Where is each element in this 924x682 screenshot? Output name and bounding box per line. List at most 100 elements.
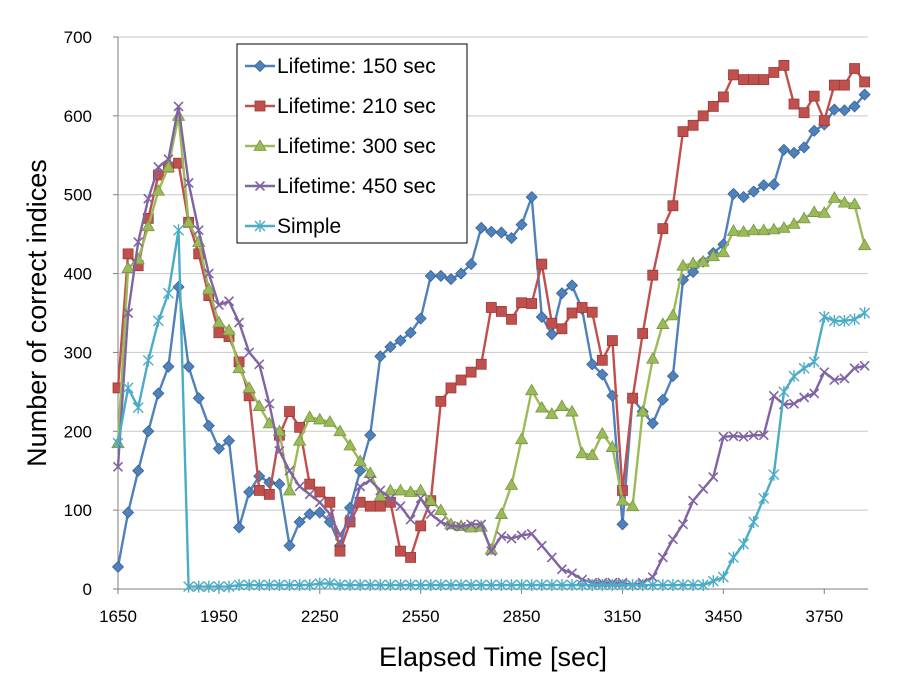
data-point — [435, 516, 446, 528]
data-point — [152, 314, 164, 327]
square-marker-shape — [546, 317, 558, 329]
y-tick-label: 100 — [64, 501, 92, 520]
square-marker-shape — [778, 59, 790, 71]
data-point — [222, 434, 236, 447]
square-marker-shape — [284, 406, 295, 417]
square-marker-shape — [697, 110, 709, 122]
legend-item: Lifetime: 450 sec — [245, 175, 436, 198]
data-point — [748, 430, 759, 441]
data-point — [757, 179, 770, 192]
data-point — [646, 351, 660, 364]
square-marker-shape — [657, 223, 669, 235]
data-point — [798, 362, 810, 375]
diamond-marker-shape — [495, 226, 508, 239]
diamond-marker-shape — [162, 360, 175, 373]
x-marker-stroke — [516, 530, 527, 541]
triangle-marker-shape — [787, 217, 801, 229]
data-point — [647, 579, 659, 592]
triangle-marker-shape — [656, 317, 670, 329]
data-point — [768, 390, 779, 401]
data-point — [485, 225, 498, 238]
data-point — [625, 499, 640, 512]
data-point — [718, 431, 729, 442]
data-point — [798, 141, 811, 154]
x-marker-stroke — [445, 520, 457, 531]
data-point — [667, 200, 679, 212]
diamond-marker-shape — [565, 279, 579, 292]
legend-item: Simple — [245, 215, 341, 238]
data-point — [656, 393, 669, 406]
diamond-marker-shape — [646, 417, 659, 430]
square-marker-shape — [687, 119, 699, 131]
data-point — [445, 520, 457, 531]
square-marker-shape — [596, 354, 608, 366]
triangle-marker-shape — [767, 222, 781, 235]
x-marker-stroke — [758, 430, 769, 441]
data-point — [304, 579, 316, 592]
data-point — [435, 395, 447, 407]
square-marker-shape — [738, 74, 749, 85]
x-marker-stroke — [203, 268, 214, 279]
data-point — [213, 327, 225, 339]
triangle-marker-shape — [817, 206, 831, 218]
data-point — [223, 580, 235, 593]
data-point — [466, 519, 477, 530]
x-marker-stroke — [819, 367, 830, 378]
y-tick-label: 700 — [64, 28, 92, 47]
data-point — [292, 433, 307, 446]
x-marker-stroke — [395, 501, 406, 512]
data-point — [122, 248, 134, 260]
triangle-marker-shape — [605, 440, 620, 452]
data-point — [516, 530, 527, 541]
data-point — [193, 225, 204, 236]
triangle-marker-shape — [202, 282, 216, 295]
x-marker-stroke — [112, 461, 124, 472]
triangle-marker-shape — [292, 433, 307, 446]
square-marker-shape — [435, 395, 447, 407]
x-marker-stroke — [546, 552, 557, 563]
data-point — [738, 74, 749, 85]
x-marker-stroke — [536, 540, 547, 551]
x-marker-stroke — [768, 390, 779, 401]
data-point — [364, 500, 376, 512]
data-point — [132, 464, 145, 477]
data-point — [777, 143, 790, 156]
data-point — [566, 307, 578, 319]
data-point — [839, 373, 850, 384]
data-point — [202, 419, 215, 432]
data-point — [222, 323, 236, 336]
data-point — [677, 519, 689, 530]
data-point — [687, 579, 699, 592]
diamond-marker-shape — [525, 191, 538, 204]
data-point — [615, 493, 630, 506]
data-point — [314, 577, 326, 590]
data-point — [748, 74, 760, 85]
triangle-marker-shape — [373, 489, 388, 501]
data-point — [434, 503, 448, 516]
y-tick-label: 600 — [64, 107, 92, 126]
data-point — [172, 280, 185, 294]
x-marker-stroke — [133, 236, 144, 248]
data-point — [799, 392, 810, 403]
data-point — [686, 256, 700, 269]
y-tick-label: 400 — [64, 265, 92, 284]
data-point — [454, 267, 468, 280]
data-point — [244, 347, 255, 358]
diamond-marker-shape — [374, 350, 387, 363]
data-point — [344, 579, 356, 592]
data-point — [486, 546, 497, 557]
diamond-marker-shape — [485, 225, 498, 238]
diamond-marker-shape — [303, 508, 316, 521]
series-1 — [112, 59, 871, 563]
data-point — [576, 579, 588, 592]
square-marker-shape — [768, 67, 780, 78]
data-point — [555, 287, 569, 300]
data-point — [546, 552, 557, 563]
data-point — [698, 483, 709, 494]
diamond-marker-shape — [172, 280, 185, 294]
data-point — [373, 489, 388, 501]
legend-marker — [254, 100, 266, 112]
square-marker-shape — [576, 302, 588, 313]
diamond-marker-shape — [465, 258, 478, 271]
